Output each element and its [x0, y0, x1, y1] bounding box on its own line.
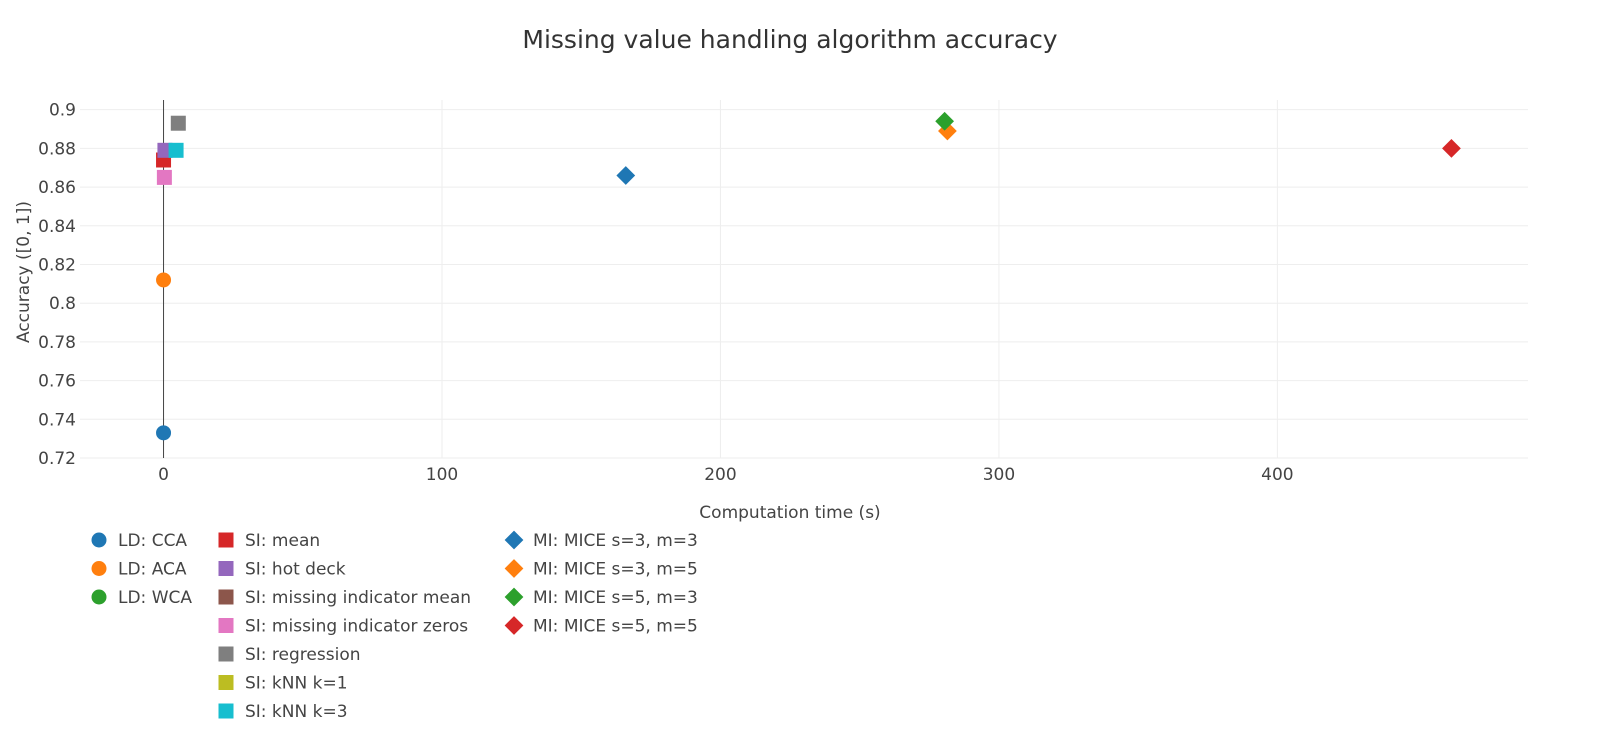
- y-tick-label: 0.84: [38, 217, 76, 237]
- legend-label: LD: ACA: [118, 560, 187, 580]
- legend-marker: [218, 703, 234, 719]
- legend-item[interactable]: MI: MICE s=5, m=3: [504, 587, 698, 608]
- x-tick-label: 100: [426, 465, 458, 485]
- legend-item[interactable]: SI: regression: [218, 645, 361, 665]
- legend-item[interactable]: SI: kNN k=3: [218, 702, 348, 722]
- x-axis-title: Computation time (s): [699, 503, 880, 523]
- y-tick-label: 0.78: [38, 333, 76, 353]
- legend-marker: [504, 616, 524, 635]
- y-tick-label: 0.82: [38, 255, 76, 275]
- data-point: [156, 425, 172, 441]
- legend-label: SI: mean: [245, 531, 320, 551]
- legend-label: SI: missing indicator mean: [245, 588, 471, 608]
- legend-marker: [218, 646, 234, 662]
- axes: 0.72 0.74 0.76 0.78 0.8 0.82 0.84 0.86 0.88 0.9 0 1…: [38, 101, 1293, 485]
- legend-label: SI: missing indicator zeros: [245, 617, 468, 637]
- y-tick-label: 0.8: [49, 294, 76, 314]
- legend-marker: [91, 532, 107, 548]
- data-point: [156, 169, 172, 185]
- legend-label: MI: MICE s=5, m=5: [533, 617, 698, 637]
- grid: [80, 100, 1528, 459]
- legend-marker: [218, 532, 234, 548]
- legend-label: SI: kNN k=3: [245, 702, 348, 722]
- legend-label: LD: WCA: [118, 588, 192, 608]
- legend-item[interactable]: MI: MICE s=5, m=5: [504, 616, 698, 637]
- data-points: [156, 111, 1461, 441]
- y-tick-label: 0.74: [38, 410, 76, 430]
- legend-marker: [218, 675, 234, 690]
- y-axis-title: Accuracy ([0, 1]): [14, 201, 34, 343]
- legend-item[interactable]: SI: mean: [218, 531, 321, 551]
- legend-marker: [218, 618, 234, 633]
- chart-title: Missing value handling algorithm accurac…: [522, 25, 1057, 54]
- legend-marker: [91, 561, 107, 576]
- legend-marker: [218, 561, 234, 576]
- legend-marker: [91, 589, 107, 605]
- legend-marker: [504, 587, 524, 607]
- x-tick-label: 200: [704, 465, 736, 485]
- legend-label: MI: MICE s=3, m=3: [533, 531, 698, 551]
- legend-label: LD: CCA: [118, 531, 187, 551]
- legend-marker: [504, 559, 524, 578]
- legend-item[interactable]: SI: kNN k=1: [218, 674, 348, 694]
- legend: LD: CCA LD: ACA LD: WCA SI: mean SI: hot dec…: [91, 530, 698, 722]
- x-tick-label: 400: [1261, 465, 1293, 485]
- legend-marker: [504, 530, 524, 550]
- legend-label: MI: MICE s=5, m=3: [533, 588, 698, 608]
- y-tick-label: 0.72: [38, 449, 76, 469]
- x-tick-label: 300: [983, 465, 1015, 485]
- y-tick-label: 0.76: [38, 372, 76, 392]
- data-point: [935, 111, 954, 131]
- legend-item[interactable]: LD: WCA: [91, 588, 193, 608]
- data-point: [1442, 139, 1461, 158]
- legend-item[interactable]: SI: hot deck: [218, 560, 346, 580]
- legend-item[interactable]: LD: CCA: [91, 531, 188, 551]
- legend-label: MI: MICE s=3, m=5: [533, 560, 698, 580]
- legend-item[interactable]: LD: ACA: [91, 560, 187, 580]
- data-point: [170, 115, 186, 131]
- y-tick-label: 0.88: [38, 139, 76, 159]
- legend-label: SI: hot deck: [245, 560, 346, 580]
- legend-label: SI: regression: [245, 645, 361, 665]
- data-point: [168, 142, 184, 158]
- data-point: [156, 272, 172, 288]
- x-tick-label: 0: [158, 465, 169, 485]
- legend-item[interactable]: MI: MICE s=3, m=3: [504, 530, 698, 551]
- legend-item[interactable]: MI: MICE s=3, m=5: [504, 559, 698, 580]
- legend-item[interactable]: SI: missing indicator zeros: [218, 617, 469, 637]
- y-tick-label: 0.86: [38, 178, 76, 198]
- legend-item[interactable]: SI: missing indicator mean: [218, 588, 472, 608]
- data-point: [616, 166, 636, 185]
- y-tick-label: 0.9: [49, 101, 76, 121]
- legend-label: SI: kNN k=1: [245, 674, 348, 694]
- legend-marker: [218, 589, 234, 605]
